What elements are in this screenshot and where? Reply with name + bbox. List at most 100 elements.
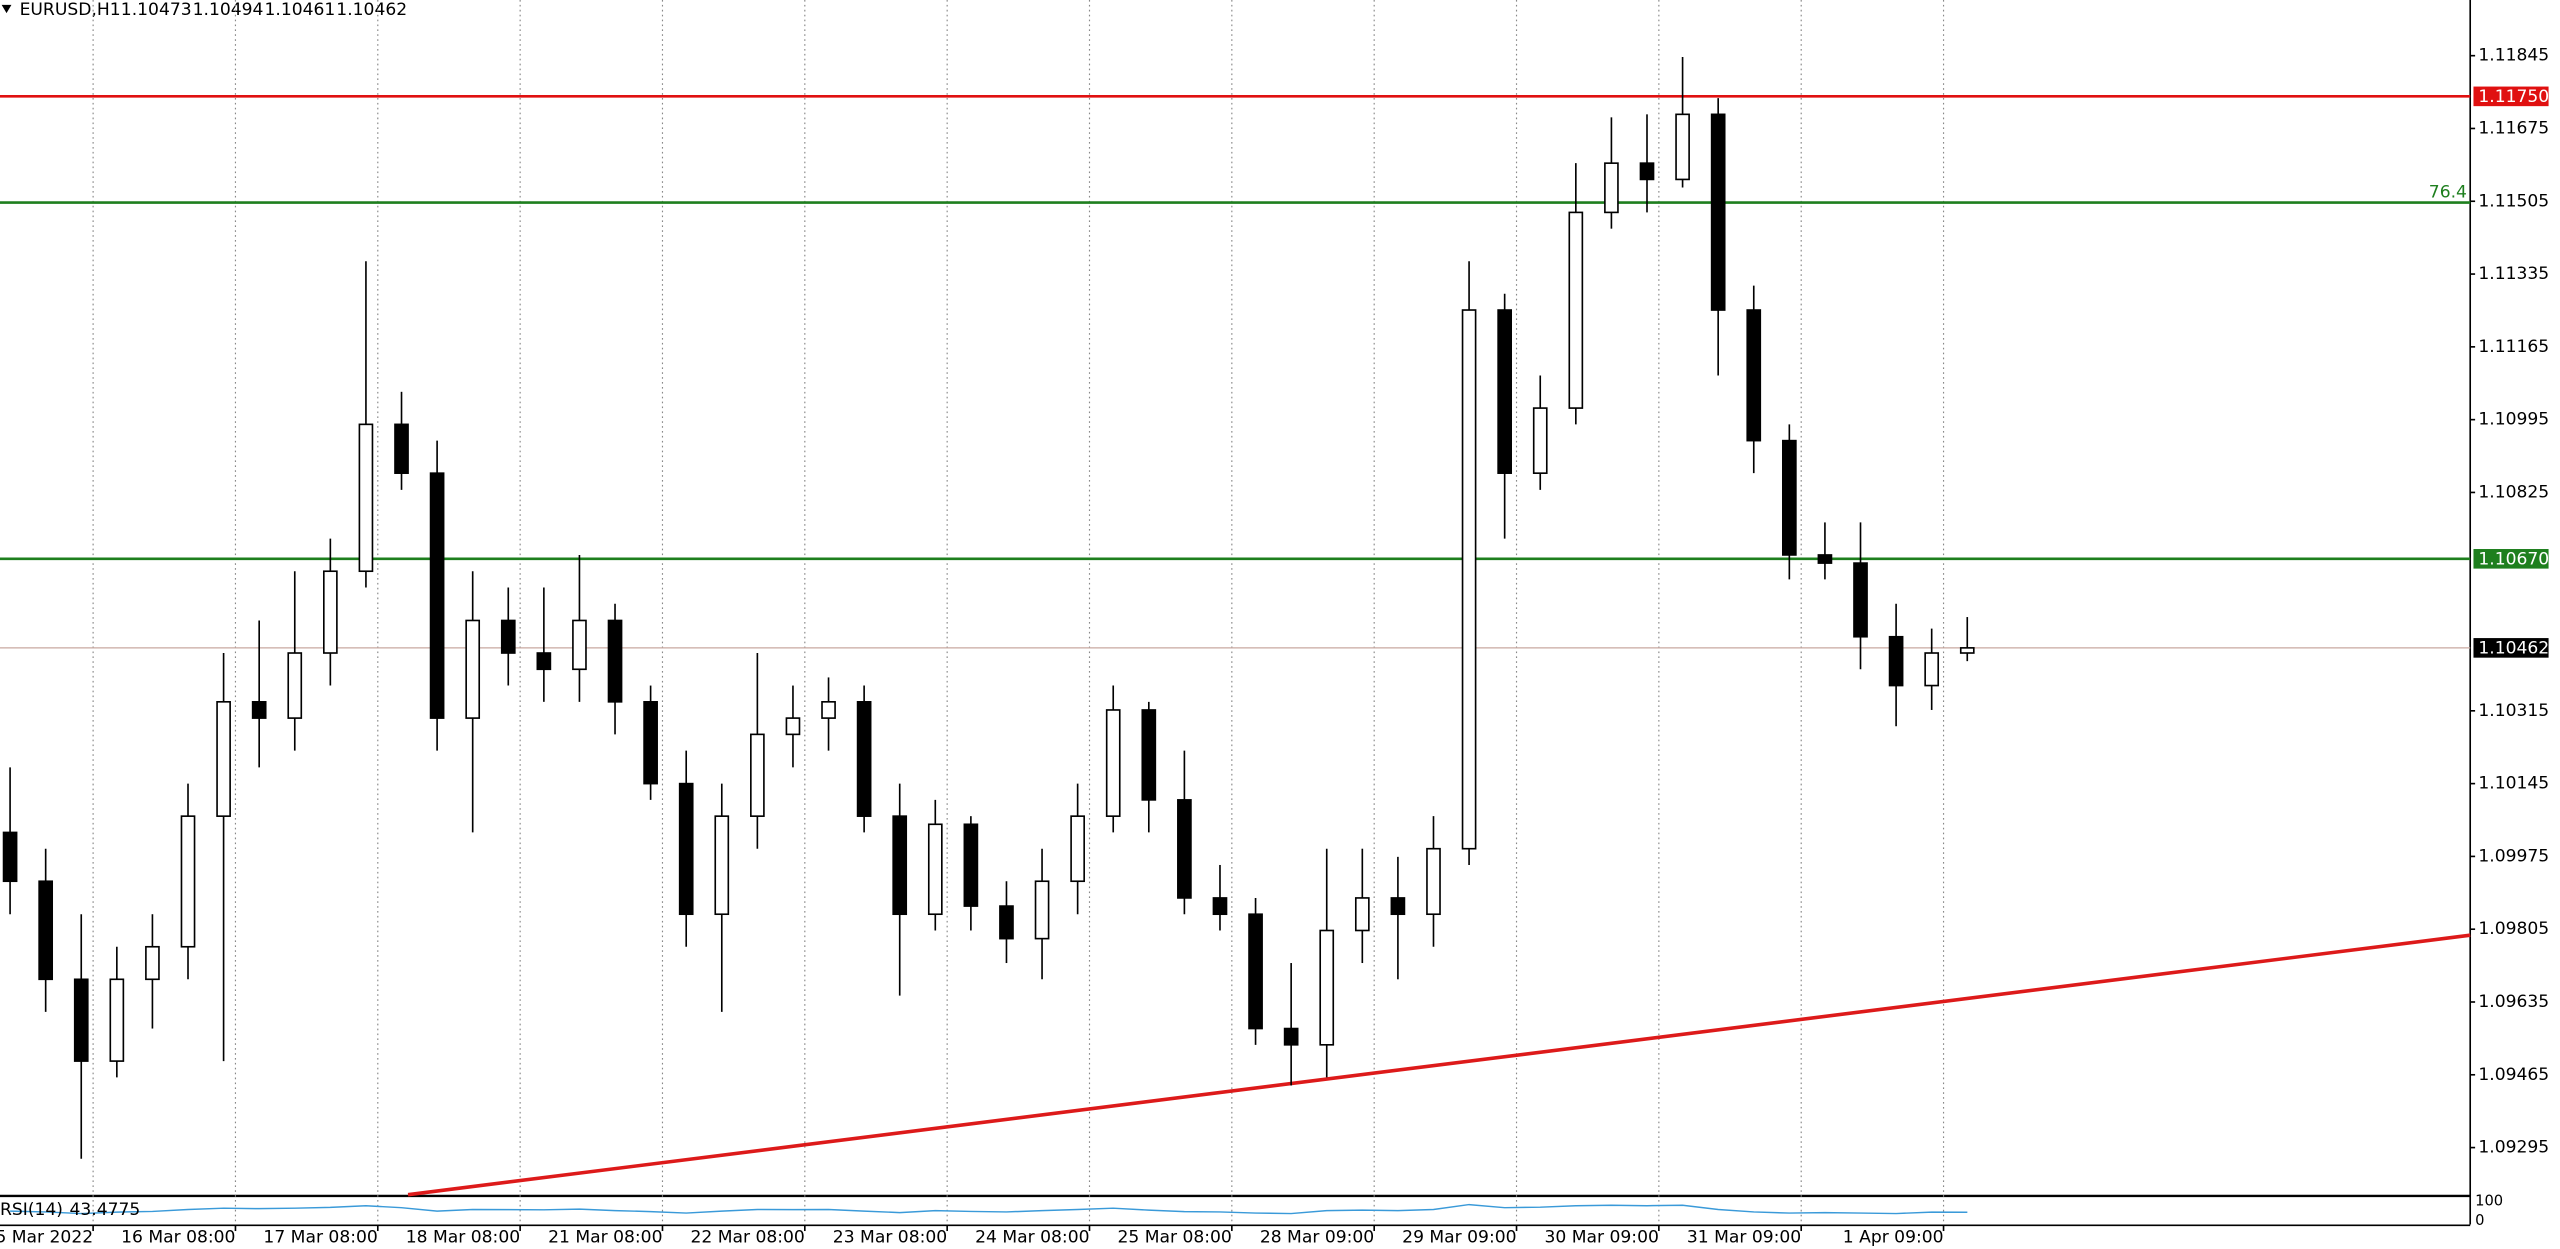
y-tick-label: 1.11505 bbox=[2478, 191, 2549, 211]
candle-body bbox=[109, 978, 125, 1062]
x-tick-label: 24 Mar 08:00 bbox=[975, 1228, 1089, 1248]
candle-body bbox=[2, 831, 18, 883]
candle-body bbox=[180, 815, 196, 948]
x-tick-label: 16 Mar 08:00 bbox=[121, 1228, 235, 1248]
x-tick-label: 28 Mar 09:00 bbox=[1260, 1228, 1374, 1248]
trendline bbox=[407, 933, 2471, 1197]
candle-body bbox=[1675, 113, 1690, 181]
level-label-box bbox=[2473, 549, 2549, 569]
candle-body bbox=[856, 701, 872, 817]
level-label-box bbox=[2473, 638, 2549, 658]
x-tick-label: 1 Apr 09:00 bbox=[1843, 1228, 1944, 1248]
y-tick-label: 1.11335 bbox=[2478, 264, 2549, 284]
candle-body bbox=[785, 717, 801, 736]
rsi-label: RSI(14) 43.4775 bbox=[0, 1200, 140, 1220]
x-tick-label: 31 Mar 09:00 bbox=[1687, 1228, 1801, 1248]
x-tick-label: 29 Mar 09:00 bbox=[1402, 1228, 1516, 1248]
y-tick-label: 1.09465 bbox=[2478, 1065, 2549, 1085]
candle-body bbox=[1817, 554, 1833, 564]
candle-body bbox=[927, 823, 943, 916]
rsi-last: 43.4775 bbox=[70, 1200, 141, 1220]
fib-level-label: 76.4 bbox=[2429, 183, 2467, 203]
candle-body bbox=[643, 701, 658, 785]
candle-body bbox=[358, 423, 374, 573]
level-label: 1.10462 bbox=[2478, 639, 2549, 659]
y-tick-label: 1.10315 bbox=[2478, 701, 2549, 721]
candle-body bbox=[1461, 309, 1477, 850]
candle-body bbox=[1568, 211, 1584, 409]
menu-triangle[interactable] bbox=[1, 4, 12, 14]
level-label-box bbox=[2473, 86, 2549, 107]
rsi-tick-label: 0 bbox=[2475, 1212, 2484, 1229]
candle-body bbox=[536, 652, 552, 671]
candle-body bbox=[1070, 815, 1085, 883]
y-tick-label: 1.11845 bbox=[2478, 46, 2549, 66]
symbol: EURUSD,H1 bbox=[20, 0, 121, 20]
candle-body bbox=[1639, 162, 1655, 181]
rsi-line bbox=[10, 1203, 1968, 1215]
candle-body bbox=[1497, 309, 1513, 474]
y-tick-label: 1.10145 bbox=[2478, 774, 2549, 794]
candle-body bbox=[572, 619, 587, 671]
candle-body bbox=[607, 619, 623, 703]
y-tick-label: 1.10995 bbox=[2478, 410, 2549, 430]
candle-body bbox=[1105, 709, 1121, 817]
candle-body bbox=[1959, 647, 1975, 654]
x-tick-label: 30 Mar 09:00 bbox=[1545, 1228, 1659, 1248]
candle-body bbox=[216, 701, 231, 817]
x-tick-label: 25 Mar 08:00 bbox=[1117, 1228, 1231, 1248]
quote-close: 1.10462 bbox=[336, 0, 407, 20]
candle-body bbox=[999, 905, 1014, 940]
candle-body bbox=[892, 815, 908, 916]
candle-body bbox=[1390, 897, 1406, 916]
candle-body bbox=[821, 701, 836, 719]
candle-body bbox=[1034, 880, 1050, 940]
candle-body bbox=[1781, 439, 1797, 556]
candle-body bbox=[465, 619, 481, 719]
candle-body bbox=[1141, 709, 1157, 801]
candle-body bbox=[1710, 113, 1726, 311]
y-tick-label: 1.11675 bbox=[2478, 118, 2549, 138]
y-tick-label: 1.09805 bbox=[2478, 919, 2549, 939]
candle-body bbox=[1532, 407, 1548, 474]
quote-high: 1.10494 bbox=[193, 0, 264, 20]
quote-low: 1.10461 bbox=[264, 0, 335, 20]
quote-open: 1.10473 bbox=[121, 0, 192, 20]
y-tick-label: 1.09975 bbox=[2478, 846, 2549, 866]
candle-body bbox=[251, 701, 267, 719]
candle-body bbox=[287, 652, 303, 719]
candle-body bbox=[1354, 897, 1370, 932]
x-tick-label: 23 Mar 08:00 bbox=[833, 1228, 947, 1248]
candle-body bbox=[1319, 929, 1335, 1046]
candle-body bbox=[678, 782, 694, 916]
y-tick-label: 1.09295 bbox=[2478, 1138, 2549, 1158]
candle-body bbox=[1426, 847, 1441, 916]
x-tick-label: 15 Mar 2022 bbox=[0, 1228, 93, 1248]
candle-body bbox=[1746, 309, 1762, 442]
candle-body bbox=[145, 945, 160, 981]
candle-body bbox=[394, 423, 409, 474]
candle-body bbox=[1177, 799, 1192, 899]
level-label: 1.11750 bbox=[2478, 87, 2549, 107]
candle-body bbox=[1888, 635, 1904, 687]
candle-body bbox=[500, 619, 516, 654]
y-tick-label: 1.11165 bbox=[2478, 337, 2549, 357]
candle-body bbox=[323, 570, 338, 654]
y-tick-label: 1.09635 bbox=[2478, 992, 2549, 1012]
candle-body bbox=[429, 472, 445, 719]
x-tick-label: 17 Mar 08:00 bbox=[263, 1228, 377, 1248]
x-tick-label: 22 Mar 08:00 bbox=[690, 1228, 804, 1248]
candle-body bbox=[1924, 652, 1940, 687]
x-tick-label: 21 Mar 08:00 bbox=[548, 1228, 662, 1248]
x-tick-label: 18 Mar 08:00 bbox=[406, 1228, 520, 1248]
candle-body bbox=[750, 733, 765, 817]
candle-body bbox=[1604, 162, 1619, 214]
candle-body bbox=[1283, 1027, 1299, 1046]
rsi-tick-label: 100 bbox=[2475, 1193, 2503, 1210]
candle-body bbox=[38, 880, 54, 981]
candle-body bbox=[1853, 562, 1868, 638]
candle-body bbox=[73, 978, 89, 1062]
level-label: 1.10670 bbox=[2478, 550, 2549, 570]
candle-body bbox=[963, 823, 979, 907]
